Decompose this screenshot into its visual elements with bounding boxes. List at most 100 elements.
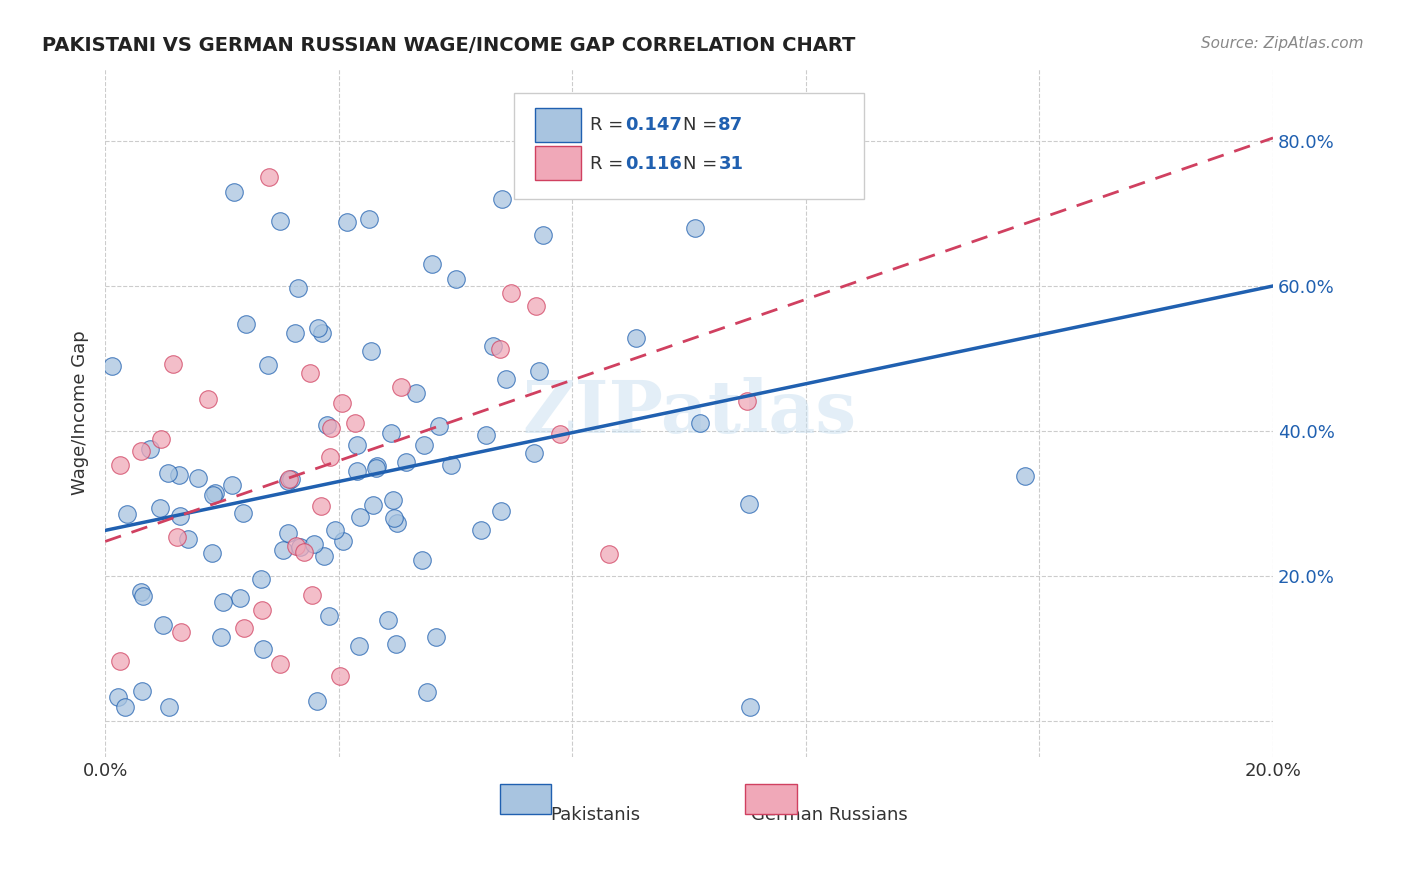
Pakistanis bbox=[413, 438, 436, 452]
Pakistanis bbox=[323, 523, 346, 537]
German Russians bbox=[321, 421, 343, 435]
Pakistanis bbox=[444, 272, 467, 286]
Pakistanis bbox=[470, 523, 492, 537]
Pakistanis bbox=[382, 511, 405, 525]
Pakistanis bbox=[738, 497, 761, 511]
Pakistanis bbox=[357, 212, 380, 227]
Pakistanis bbox=[287, 281, 309, 295]
Pakistanis bbox=[336, 215, 359, 229]
Pakistanis bbox=[284, 326, 307, 340]
Pakistanis bbox=[252, 642, 274, 657]
Pakistanis bbox=[311, 326, 333, 340]
Pakistanis bbox=[495, 372, 517, 386]
Pakistanis bbox=[361, 498, 384, 512]
German Russians bbox=[524, 300, 547, 314]
Text: N =: N = bbox=[683, 116, 723, 134]
German Russians bbox=[149, 433, 172, 447]
Pakistanis bbox=[420, 257, 443, 271]
Pakistanis bbox=[360, 344, 382, 359]
German Russians bbox=[129, 444, 152, 458]
Pakistanis bbox=[114, 699, 136, 714]
Text: Pakistanis: Pakistanis bbox=[551, 805, 641, 823]
Text: ZIPatlas: ZIPatlas bbox=[522, 377, 856, 449]
German Russians bbox=[735, 393, 758, 408]
Text: 0.116: 0.116 bbox=[624, 154, 682, 172]
Pakistanis bbox=[482, 339, 505, 353]
Pakistanis bbox=[332, 533, 354, 548]
Pakistanis bbox=[440, 458, 463, 472]
German Russians bbox=[548, 427, 571, 442]
Pakistanis bbox=[425, 630, 447, 644]
Y-axis label: Wage/Income Gap: Wage/Income Gap bbox=[72, 331, 89, 495]
Pakistanis bbox=[304, 537, 326, 551]
Pakistanis bbox=[157, 699, 180, 714]
Text: PAKISTANI VS GERMAN RUSSIAN WAGE/INCOME GAP CORRELATION CHART: PAKISTANI VS GERMAN RUSSIAN WAGE/INCOME … bbox=[42, 36, 856, 54]
Pakistanis bbox=[187, 471, 209, 485]
German Russians bbox=[233, 621, 256, 635]
Pakistanis bbox=[228, 591, 250, 605]
FancyBboxPatch shape bbox=[501, 783, 551, 814]
Pakistanis bbox=[169, 508, 191, 523]
Text: German Russians: German Russians bbox=[751, 805, 908, 823]
German Russians bbox=[166, 530, 188, 544]
German Russians bbox=[330, 396, 353, 410]
Pakistanis bbox=[366, 458, 388, 473]
Pakistanis bbox=[346, 438, 368, 452]
Pakistanis bbox=[271, 542, 294, 557]
German Russians bbox=[501, 286, 523, 301]
Pakistanis bbox=[315, 418, 337, 433]
Pakistanis bbox=[624, 331, 647, 345]
German Russians bbox=[344, 417, 367, 431]
German Russians bbox=[389, 380, 412, 394]
German Russians bbox=[489, 342, 512, 356]
German Russians bbox=[299, 366, 322, 380]
Text: R =: R = bbox=[591, 154, 628, 172]
Pakistanis bbox=[177, 532, 200, 546]
Pakistanis bbox=[169, 467, 191, 482]
FancyBboxPatch shape bbox=[534, 109, 581, 142]
Pakistanis bbox=[312, 549, 335, 564]
German Russians bbox=[301, 588, 323, 602]
Pakistanis bbox=[395, 455, 418, 469]
Pakistanis bbox=[523, 445, 546, 459]
Pakistanis bbox=[101, 359, 124, 373]
Pakistanis bbox=[249, 572, 271, 586]
Pakistanis bbox=[107, 690, 129, 705]
German Russians bbox=[257, 170, 280, 185]
Pakistanis bbox=[269, 214, 291, 228]
Pakistanis bbox=[288, 540, 311, 554]
Pakistanis bbox=[139, 442, 162, 456]
Pakistanis bbox=[738, 699, 761, 714]
German Russians bbox=[170, 625, 193, 640]
Text: R =: R = bbox=[591, 116, 628, 134]
Pakistanis bbox=[307, 320, 329, 334]
Pakistanis bbox=[202, 488, 225, 502]
German Russians bbox=[329, 669, 352, 683]
Text: N =: N = bbox=[683, 154, 723, 172]
Pakistanis bbox=[685, 221, 707, 235]
German Russians bbox=[598, 547, 620, 561]
FancyBboxPatch shape bbox=[745, 783, 797, 814]
Text: Source: ZipAtlas.com: Source: ZipAtlas.com bbox=[1201, 36, 1364, 51]
Pakistanis bbox=[257, 359, 280, 373]
Pakistanis bbox=[347, 640, 370, 654]
Pakistanis bbox=[156, 467, 179, 481]
Pakistanis bbox=[689, 416, 711, 430]
Pakistanis bbox=[305, 694, 328, 708]
German Russians bbox=[318, 450, 340, 464]
Pakistanis bbox=[222, 185, 245, 199]
Pakistanis bbox=[221, 478, 243, 492]
Pakistanis bbox=[349, 509, 371, 524]
Pakistanis bbox=[276, 525, 298, 540]
Pakistanis bbox=[277, 475, 299, 489]
German Russians bbox=[269, 657, 291, 671]
Pakistanis bbox=[131, 584, 153, 599]
Pakistanis bbox=[318, 609, 340, 624]
Pakistanis bbox=[531, 228, 554, 243]
Pakistanis bbox=[115, 507, 138, 521]
FancyBboxPatch shape bbox=[515, 93, 865, 200]
Pakistanis bbox=[1014, 469, 1036, 483]
Pakistanis bbox=[212, 595, 235, 609]
Pakistanis bbox=[235, 317, 257, 331]
Pakistanis bbox=[364, 461, 387, 475]
